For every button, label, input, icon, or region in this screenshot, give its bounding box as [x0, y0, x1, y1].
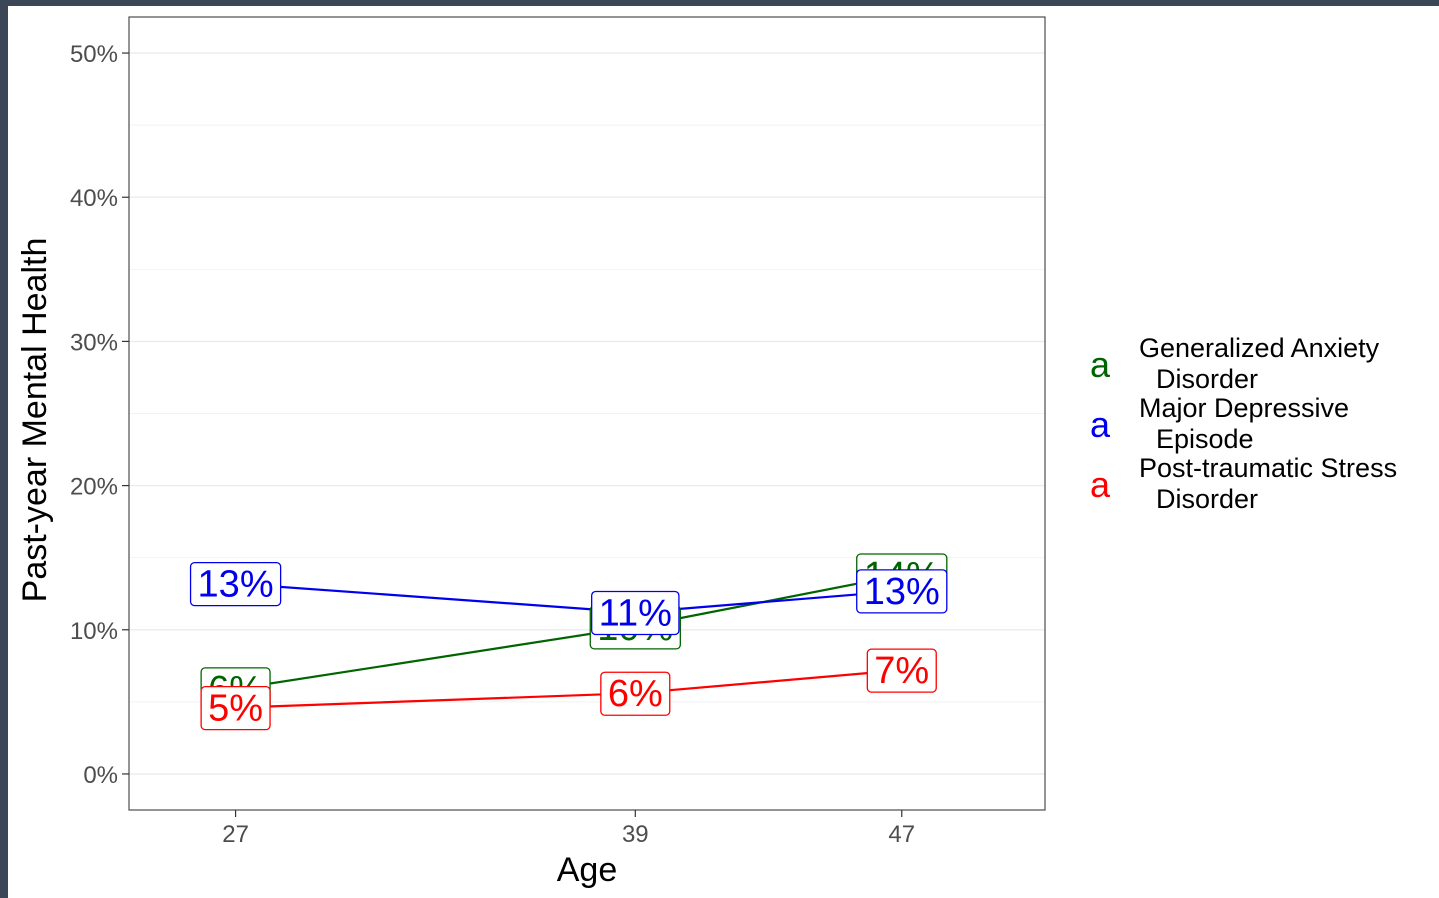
legend-label: Major Depressive [1139, 393, 1349, 423]
y-tick-label: 0% [83, 762, 118, 789]
y-tick-label: 30% [70, 329, 118, 356]
chart-canvas: 6%10%14%13%11%13%5%6%7% 0%10%20%30%40%50… [8, 6, 1439, 898]
legend-key-glyph: a [1090, 404, 1111, 445]
data-label-text: 7% [874, 650, 929, 692]
data-label-box [856, 569, 948, 614]
x-tick-label: 39 [622, 821, 649, 848]
x-axis-title: Age [557, 851, 618, 889]
y-axis-title: Past-year Mental Health [16, 238, 54, 603]
data-label-box [866, 648, 937, 693]
x-tick-label: 47 [888, 821, 915, 848]
legend-key-glyph: a [1090, 344, 1111, 385]
data-label-text: 13% [864, 571, 940, 613]
series-line-2 [235, 582, 902, 614]
y-tick-label: 40% [70, 185, 118, 212]
data-label-box [591, 590, 680, 636]
data-label-box [600, 671, 671, 716]
legend-label: Disorder [1156, 484, 1258, 514]
data-label: 13% [856, 569, 948, 614]
data-label: 6% [600, 671, 671, 716]
data-label-text: 11% [599, 592, 672, 634]
data-label-box [189, 561, 282, 607]
legend-label: Post-traumatic Stress [1139, 453, 1397, 483]
data-label-box [200, 685, 271, 731]
data-label-text: 5% [208, 688, 263, 730]
legend-label: Generalized Anxiety [1139, 333, 1380, 363]
y-tick-label: 20% [70, 474, 118, 501]
legend-key-glyph: a [1090, 464, 1111, 505]
data-label-text: 13% [198, 564, 274, 606]
line-chart: 6%10%14%13%11%13%5%6%7% 0%10%20%30%40%50… [16, 16, 1397, 889]
plot-panel-border [128, 16, 1046, 811]
data-label: 13% [189, 561, 282, 607]
legend-label: Episode [1156, 424, 1254, 454]
data-label: 5% [200, 685, 271, 731]
data-label: 7% [866, 648, 937, 693]
data-label-text: 6% [608, 673, 663, 715]
y-tick-label: 10% [70, 618, 118, 645]
x-tick-label: 27 [222, 821, 249, 848]
y-tick-label: 50% [70, 41, 118, 68]
data-label: 11% [591, 590, 680, 636]
legend-label: Disorder [1156, 364, 1258, 394]
series-line-1 [235, 573, 902, 690]
